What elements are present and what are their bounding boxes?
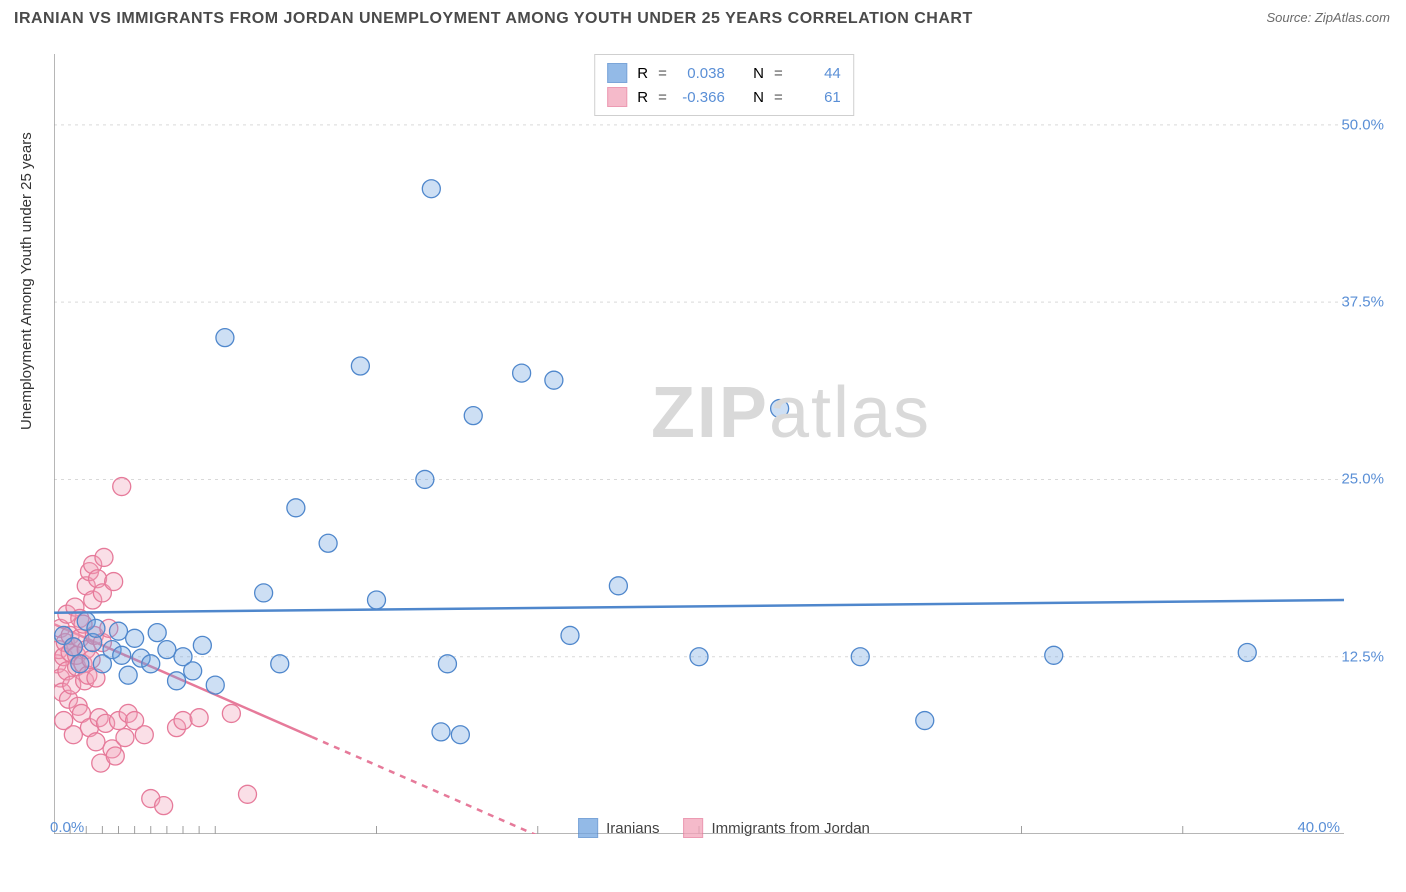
watermark: ZIPatlas bbox=[651, 372, 931, 454]
n-label: N bbox=[753, 65, 764, 82]
swatch-jordan bbox=[683, 818, 703, 838]
chart-title: IRANIAN VS IMMIGRANTS FROM JORDAN UNEMPL… bbox=[14, 10, 973, 28]
y-tick-label: 25.0% bbox=[1341, 471, 1384, 488]
y-axis-label: Unemployment Among Youth under 25 years bbox=[18, 132, 35, 430]
equals-sign: = bbox=[658, 89, 667, 106]
legend-label-jordan: Immigrants from Jordan bbox=[711, 820, 869, 837]
x-axis-origin-label: 0.0% bbox=[50, 819, 84, 836]
swatch-iranians bbox=[578, 818, 598, 838]
equals-sign: = bbox=[658, 65, 667, 82]
correlation-legend: R = 0.038 N = 44 R = -0.366 N = 61 bbox=[594, 54, 854, 116]
title-bar: IRANIAN VS IMMIGRANTS FROM JORDAN UNEMPL… bbox=[0, 0, 1406, 34]
source-link[interactable]: ZipAtlas.com bbox=[1315, 10, 1390, 25]
source-prefix: Source: bbox=[1266, 10, 1314, 25]
legend-item-jordan: Immigrants from Jordan bbox=[683, 818, 869, 838]
y-tick-label: 12.5% bbox=[1341, 648, 1384, 665]
watermark-rest: atlas bbox=[769, 373, 931, 453]
legend-label-iranians: Iranians bbox=[606, 820, 659, 837]
r-value-iranians: 0.038 bbox=[677, 65, 725, 82]
swatch-jordan bbox=[607, 87, 627, 107]
legend-row-jordan: R = -0.366 N = 61 bbox=[607, 85, 841, 109]
swatch-iranians bbox=[607, 63, 627, 83]
n-label: N bbox=[753, 89, 764, 106]
r-label: R bbox=[637, 65, 648, 82]
r-label: R bbox=[637, 89, 648, 106]
x-axis-end-label: 40.0% bbox=[1297, 819, 1340, 836]
legend-item-iranians: Iranians bbox=[578, 818, 659, 838]
source-attribution: Source: ZipAtlas.com bbox=[1266, 10, 1390, 25]
y-tick-label: 37.5% bbox=[1341, 294, 1384, 311]
n-value-iranians: 44 bbox=[793, 65, 841, 82]
series-legend: Iranians Immigrants from Jordan bbox=[578, 818, 870, 838]
watermark-bold: ZIP bbox=[651, 373, 769, 453]
equals-sign: = bbox=[774, 89, 783, 106]
chart-area: ZIPatlas R = 0.038 N = 44 R = -0.366 N =… bbox=[54, 54, 1394, 834]
n-value-jordan: 61 bbox=[793, 89, 841, 106]
r-value-jordan: -0.366 bbox=[677, 89, 725, 106]
legend-row-iranians: R = 0.038 N = 44 bbox=[607, 61, 841, 85]
y-tick-label: 50.0% bbox=[1341, 116, 1384, 133]
equals-sign: = bbox=[774, 65, 783, 82]
